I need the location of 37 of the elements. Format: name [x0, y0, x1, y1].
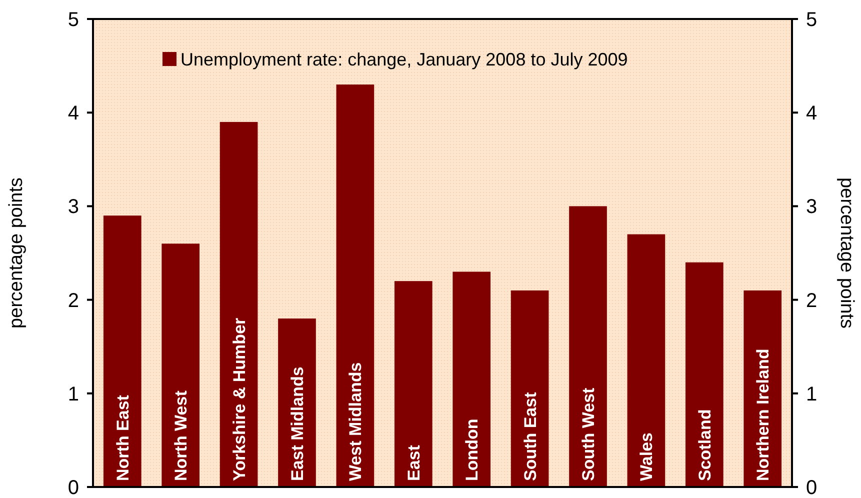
x-tick-label: North East	[113, 394, 132, 481]
y-axis-title: percentage points	[6, 177, 27, 329]
bar	[627, 234, 666, 487]
bar	[569, 206, 607, 487]
y2-axis-title: percentage points	[836, 177, 857, 329]
bar	[336, 84, 374, 487]
x-tick-label: London	[462, 418, 482, 481]
x-tick-label: Wales	[637, 432, 656, 481]
legend-label: Unemployment rate: change, January 2008 to July 2009	[180, 49, 628, 70]
y2-tick-label: 5	[806, 9, 818, 31]
y-tick-label: 1	[68, 383, 79, 406]
x-tick-label: North West	[172, 390, 191, 481]
bar	[220, 122, 258, 487]
x-tick-label: West Midlands	[346, 362, 366, 481]
bar	[162, 244, 200, 487]
y-tick-label: 3	[68, 196, 79, 218]
y-tick-label: 5	[68, 9, 79, 31]
x-tick-label: Yorkshire & Humber	[230, 317, 249, 481]
y2-tick-label: 4	[806, 102, 818, 125]
y2-tick-label: 0	[806, 477, 818, 498]
y-tick-label: 0	[68, 477, 79, 498]
x-tick-label: East Midlands	[288, 366, 307, 481]
y2-tick-label: 2	[806, 290, 818, 312]
bar	[510, 290, 549, 487]
x-tick-label: Northern Ireland	[754, 348, 773, 481]
x-tick-label: East	[404, 444, 424, 481]
x-tick-label: South West	[579, 387, 598, 481]
bar	[394, 281, 432, 487]
y-tick-label: 4	[68, 102, 79, 125]
bar	[685, 262, 724, 487]
bar	[103, 216, 142, 487]
x-tick-label: Scotland	[695, 409, 714, 481]
y2-tick-label: 1	[806, 383, 818, 406]
y-tick-label: 2	[68, 290, 79, 312]
x-tick-label: South East	[520, 392, 540, 481]
bar	[452, 272, 491, 487]
y2-tick-label: 3	[806, 196, 818, 218]
